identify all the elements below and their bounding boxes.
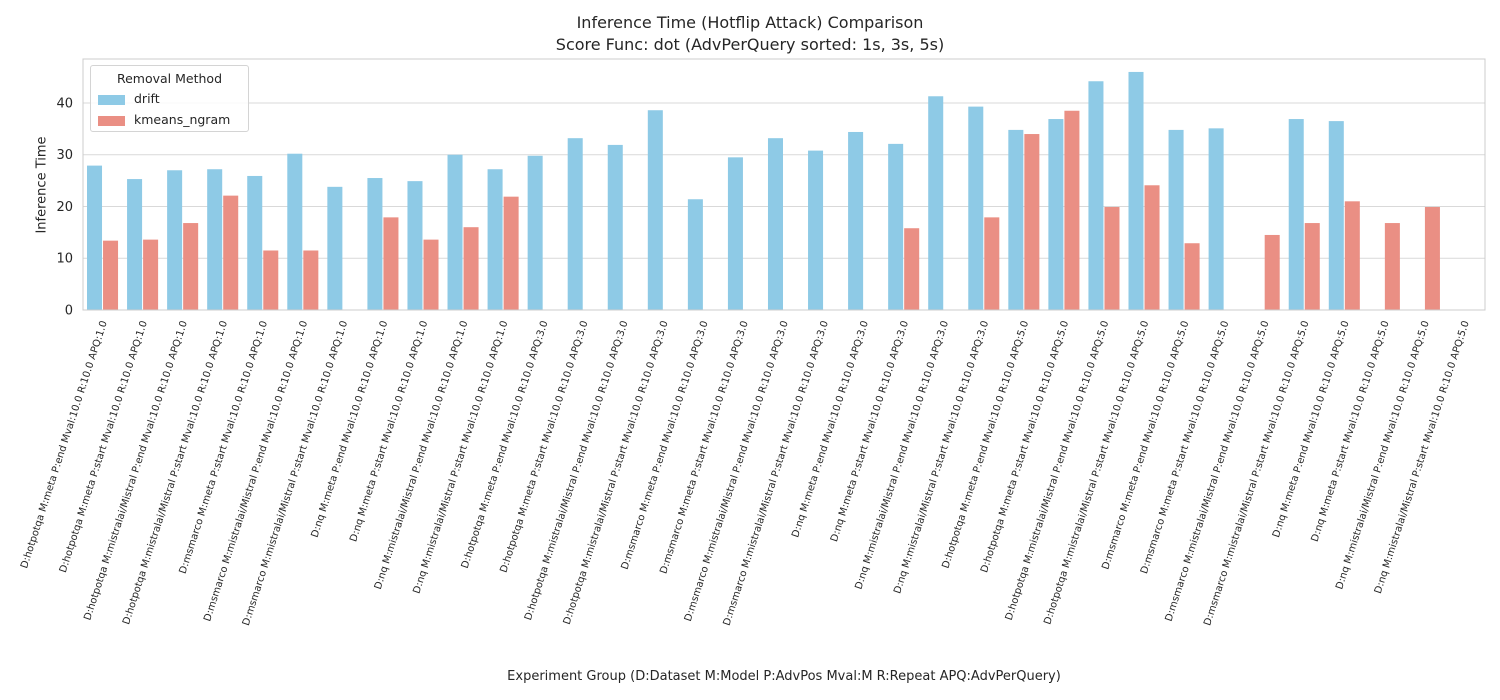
legend-label-kmeans-ngram: kmeans_ngram (134, 112, 231, 127)
bar-drift (527, 155, 543, 310)
bar-kmeans-ngram (143, 239, 159, 310)
x-tick-label: D:msmarco M:meta P:end Mval:10.0 R:10.0 … (1100, 320, 1191, 571)
bar-drift (447, 154, 463, 310)
bar-drift (1048, 119, 1064, 310)
bar-drift (808, 150, 824, 310)
bar-drift (207, 169, 223, 310)
y-tick-label: 30 (56, 148, 73, 163)
x-tick-label: D:hotpotqa M:meta P:start Mval:10.0 R:10… (979, 320, 1071, 575)
chart-title: Inference Time (Hotflip Attack) Comparis… (576, 13, 924, 32)
x-tick-label: D:hotpotqa M:meta P:start Mval:10.0 R:10… (498, 320, 590, 575)
bar-kmeans-ngram (183, 223, 199, 310)
bars (87, 71, 1440, 311)
legend-swatch-kmeans-ngram (98, 115, 125, 126)
x-tick-label: D:msmarco M:meta P:start Mval:10.0 R:10.… (178, 320, 270, 576)
bar-kmeans-ngram (1184, 243, 1200, 310)
legend-swatch-drift (98, 94, 125, 105)
bar-drift (727, 157, 743, 310)
bar-drift (167, 170, 183, 310)
bar-kmeans-ngram (1024, 134, 1040, 310)
bar-drift (888, 143, 904, 310)
bar-drift (1008, 129, 1024, 310)
x-tick-label: D:nq M:meta P:start Mval:10.0 R:10.0 APQ… (1310, 320, 1392, 544)
y-axis-label: Inference Time (34, 136, 50, 234)
bar-drift (407, 181, 423, 310)
x-tick-labels: D:hotpotqa M:meta P:end Mval:10.0 R:10.0… (19, 320, 1472, 628)
bar-kmeans-ngram (1144, 185, 1160, 310)
bar-drift (687, 199, 703, 310)
bar-drift (647, 110, 663, 311)
bar-kmeans-ngram (1064, 110, 1080, 310)
y-tick-labels: 0 10 20 30 40 (56, 96, 73, 318)
x-tick-label: D:nq M:meta P:end Mval:10.0 R:10.0 APQ:5… (1271, 320, 1352, 539)
bar-drift (287, 153, 303, 310)
bar-drift (487, 169, 503, 310)
bar-drift (367, 178, 383, 310)
bar-kmeans-ngram (904, 228, 920, 310)
bar-kmeans-ngram (103, 240, 119, 310)
bar-kmeans-ngram (383, 217, 399, 310)
bar-kmeans-ngram (223, 195, 239, 310)
x-tick-label: D:hotpotqa M:meta P:end Mval:10.0 R:10.0… (19, 320, 110, 570)
bar-kmeans-ngram (1344, 201, 1360, 310)
bar-drift (1168, 129, 1184, 310)
bar-kmeans-ngram (1104, 207, 1120, 310)
bar-kmeans-ngram (1384, 223, 1400, 310)
bar-drift (247, 175, 263, 310)
x-axis-label: Experiment Group (D:Dataset M:Model P:Ad… (507, 669, 1061, 684)
x-tick-label: D:msmarco M:meta P:end Mval:10.0 R:10.0 … (620, 320, 711, 571)
bar-kmeans-ngram (1424, 207, 1440, 310)
bar-drift (327, 186, 343, 310)
bar-kmeans-ngram (503, 196, 519, 310)
x-tick-label: D:msmarco M:meta P:start Mval:10.0 R:10.… (658, 320, 750, 576)
y-tick-label: 0 (65, 304, 73, 319)
legend: Removal Method drift kmeans_ngram (90, 65, 249, 132)
bar-drift (968, 106, 984, 311)
legend-item-kmeans-ngram: kmeans_ngram (98, 112, 230, 128)
y-tick-label: 20 (56, 200, 73, 215)
bar-drift (1208, 128, 1224, 310)
x-tick-label: D:nq M:meta P:start Mval:10.0 R:10.0 APQ… (348, 320, 430, 544)
bar-drift (607, 144, 623, 310)
bar-drift (1328, 121, 1344, 311)
plot-frame (82, 58, 1486, 311)
x-tick-label: D:hotpotqa M:meta P:end Mval:10.0 R:10.0… (460, 320, 551, 570)
x-tick-label: D:msmarco M:meta P:start Mval:10.0 R:10.… (1139, 320, 1231, 576)
bar-kmeans-ngram (423, 239, 439, 310)
chart-subtitle: Score Func: dot (AdvPerQuery sorted: 1s,… (555, 35, 945, 54)
bar-kmeans-ngram (303, 250, 319, 310)
bar-drift (1088, 81, 1104, 311)
bar-drift (848, 131, 864, 310)
bar-kmeans-ngram (1264, 234, 1280, 310)
bar-kmeans-ngram (984, 217, 1000, 310)
legend-item-drift: drift (98, 91, 160, 107)
bar-kmeans-ngram (1304, 223, 1320, 310)
x-tick-label: D:nq M:meta P:end Mval:10.0 R:10.0 APQ:1… (310, 320, 391, 539)
x-tick-label: D:nq M:meta P:start Mval:10.0 R:10.0 APQ… (829, 320, 911, 544)
bar-drift (767, 138, 783, 310)
legend-title: Removal Method (116, 71, 223, 86)
y-tick-label: 40 (56, 96, 73, 111)
bar-drift (87, 165, 103, 310)
bar-drift (1288, 119, 1304, 310)
bar-kmeans-ngram (463, 227, 479, 310)
bar-drift (928, 96, 944, 310)
bar-drift (567, 138, 583, 310)
x-tick-label: D:nq M:meta P:end Mval:10.0 R:10.0 APQ:3… (790, 320, 871, 539)
bar-drift (127, 179, 143, 310)
y-tick-label: 10 (56, 252, 73, 267)
x-tick-label: D:hotpotqa M:meta P:end Mval:10.0 R:10.0… (940, 320, 1031, 570)
bar-kmeans-ngram (263, 250, 279, 310)
legend-label-drift: drift (134, 91, 160, 106)
x-tick-label: D:hotpotqa M:meta P:start Mval:10.0 R:10… (58, 320, 150, 575)
bar-drift (1128, 71, 1144, 310)
